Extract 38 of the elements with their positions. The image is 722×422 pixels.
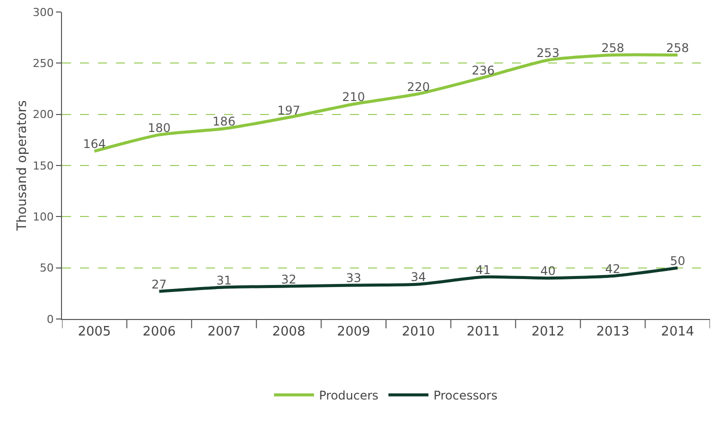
x-tick-label: 2008 bbox=[272, 324, 306, 340]
data-label: 258 bbox=[666, 40, 690, 55]
x-tick-label: 2012 bbox=[531, 324, 565, 340]
y-tick-label: 150 bbox=[32, 159, 54, 172]
x-tick-label: 2006 bbox=[142, 324, 176, 340]
data-label: 236 bbox=[472, 63, 495, 78]
x-tick-label: 2010 bbox=[402, 324, 435, 340]
y-axis-title: Thousand operators bbox=[15, 100, 30, 232]
x-tick-label: 2009 bbox=[337, 324, 370, 340]
data-label: 220 bbox=[406, 80, 430, 94]
data-label: 33 bbox=[346, 271, 362, 286]
data-label: 32 bbox=[281, 272, 296, 286]
y-tick-label: 300 bbox=[32, 6, 54, 19]
data-label: 31 bbox=[216, 273, 232, 288]
x-tick-label: 2011 bbox=[466, 324, 500, 340]
data-label: 34 bbox=[410, 270, 426, 284]
legend-label: Producers bbox=[319, 388, 378, 403]
data-label: 197 bbox=[277, 103, 300, 118]
data-label: 210 bbox=[342, 90, 366, 104]
data-label: 27 bbox=[152, 277, 167, 292]
data-label: 40 bbox=[540, 264, 556, 278]
x-tick-label: 2013 bbox=[596, 324, 630, 340]
x-tick-label: 2007 bbox=[207, 324, 241, 340]
data-label: 258 bbox=[601, 40, 624, 55]
y-tick-label: 50 bbox=[40, 262, 54, 275]
data-label: 42 bbox=[605, 262, 620, 276]
x-tick-label: 2005 bbox=[78, 324, 111, 340]
data-label: 253 bbox=[536, 46, 560, 60]
data-label: 50 bbox=[670, 254, 686, 268]
y-tick-label: 200 bbox=[32, 108, 54, 122]
y-tick-label: 100 bbox=[32, 210, 54, 224]
y-tick-label: 0 bbox=[46, 312, 54, 326]
legend-label: Processors bbox=[433, 388, 498, 403]
data-label: 180 bbox=[148, 120, 171, 135]
data-label: 186 bbox=[212, 114, 236, 129]
data-label: 164 bbox=[82, 137, 106, 152]
y-tick-label: 250 bbox=[32, 57, 54, 70]
x-tick-label: 2014 bbox=[661, 324, 694, 340]
